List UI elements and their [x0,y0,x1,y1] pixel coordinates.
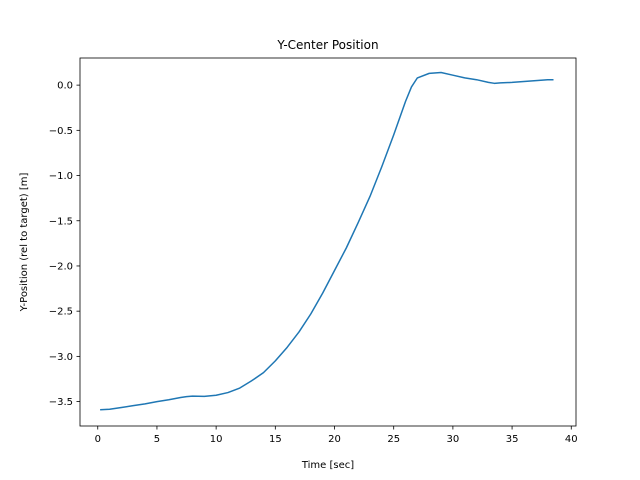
x-axis-ticks: 0 5 10 15 20 25 30 35 40 [95,426,578,445]
y-tick-label: −1.0 [49,171,73,182]
y-axis-label: Y-Position (rel to target) [m] [19,173,30,313]
x-tick-label: 10 [210,434,223,445]
y-tick-label: −2.0 [49,261,73,272]
y-tick-label: −2.5 [49,307,73,318]
chart-title: Y-Center Position [276,38,378,52]
x-tick-label: 25 [387,434,400,445]
series-line-0 [100,71,554,411]
x-tick-label: 40 [565,434,578,445]
y-tick-label: −3.5 [49,397,73,408]
y-axis-ticks: 0.0 −0.5 −1.0 −1.5 −2.0 −2.5 −3.0 −3.5 [49,81,80,408]
x-tick-label: 35 [506,434,519,445]
x-tick-label: 15 [269,434,282,445]
y-tick-label: −1.5 [49,216,73,227]
x-tick-label: 0 [95,434,101,445]
x-tick-label: 5 [154,434,160,445]
plot-area [100,71,554,411]
x-axis-label: Time [sec] [301,460,354,471]
y-tick-label: 0.0 [57,81,73,92]
x-tick-label: 20 [328,434,341,445]
y-tick-label: −0.5 [49,126,73,137]
y-tick-label: −3.0 [49,352,73,363]
plot-frame [79,57,577,427]
x-tick-label: 30 [447,434,460,445]
